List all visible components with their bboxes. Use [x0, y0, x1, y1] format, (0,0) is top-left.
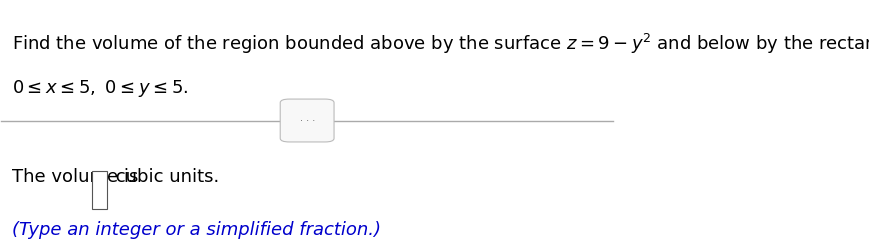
- Text: · · ·: · · ·: [300, 115, 315, 125]
- Text: cubic units.: cubic units.: [109, 168, 219, 186]
- FancyBboxPatch shape: [280, 99, 334, 142]
- Text: Find the volume of the region bounded above by the surface $z = 9 - y^2$ and bel: Find the volume of the region bounded ab…: [12, 32, 869, 56]
- Text: The volume is: The volume is: [12, 168, 144, 186]
- FancyBboxPatch shape: [92, 171, 107, 209]
- Text: (Type an integer or a simplified fraction.): (Type an integer or a simplified fractio…: [12, 221, 381, 239]
- Text: $0 \leq x \leq 5,\ 0 \leq y \leq 5.$: $0 \leq x \leq 5,\ 0 \leq y \leq 5.$: [12, 78, 189, 99]
